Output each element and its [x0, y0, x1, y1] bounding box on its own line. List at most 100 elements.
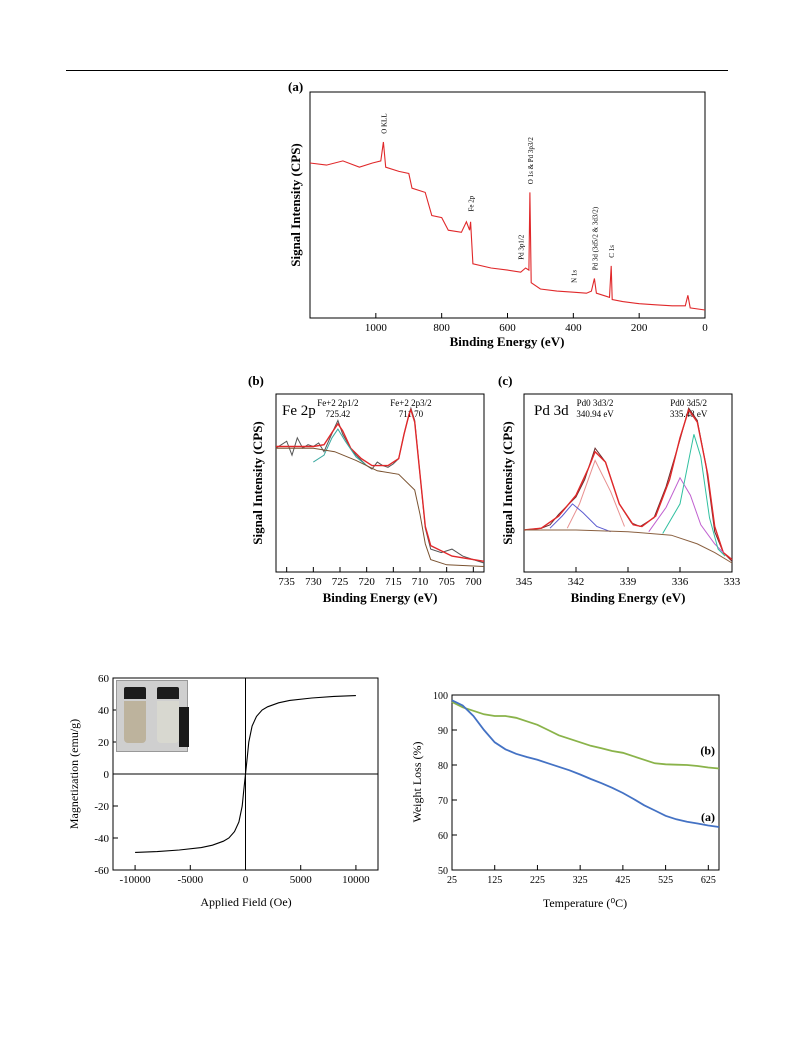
peak-value: 711.70 — [399, 409, 424, 419]
series-layer — [451, 699, 720, 828]
vials-photo — [116, 680, 189, 752]
fit-line — [276, 407, 485, 562]
y-tick-label: 50 — [438, 866, 448, 877]
y-tick-label: 80 — [438, 761, 448, 772]
panel-label-a: (a) — [288, 79, 303, 94]
x-tick-label: 800 — [433, 322, 450, 334]
series-layer — [275, 406, 485, 567]
x-tick-label: 10000 — [342, 874, 370, 886]
x-tick-label: 715 — [385, 576, 402, 588]
x-tick-label: 735 — [278, 576, 295, 588]
y-axis: 50 60 70 80 90 100 — [433, 691, 457, 877]
x-axis-label: Applied Field (Oe) — [200, 895, 291, 909]
y-tick-label: -60 — [94, 865, 109, 877]
plot-frame — [275, 393, 485, 573]
component-2-line — [549, 503, 611, 533]
plot-frame — [309, 91, 706, 319]
y-axis-label: Weight Loss (%) — [410, 741, 424, 822]
x-axis-label: Binding Energy (eV) — [571, 590, 686, 605]
y-axis: -60 -40 -20 0 20 40 60 — [94, 673, 118, 877]
component-line — [313, 428, 368, 466]
x-tick-label: 730 — [305, 576, 322, 588]
panel-label-c: (c) — [498, 373, 512, 388]
peak-annotation: Pd 3p1/2 — [517, 234, 525, 260]
hysteresis-line — [135, 695, 356, 853]
x-axis-label: Temperature (⁰C) — [543, 896, 627, 910]
x-tick-label: 525 — [658, 875, 673, 886]
header-rule — [66, 70, 728, 71]
y-tick-label: 100 — [433, 691, 448, 702]
y-axis-label: Signal Intensity (CPS) — [500, 421, 515, 545]
component-1-line — [566, 459, 625, 529]
y-tick-label: 0 — [104, 769, 110, 781]
y-tick-label: -20 — [94, 801, 109, 813]
peak-annotation: O 1s & Pd 3p3/2 — [527, 137, 535, 185]
x-tick-label: 400 — [565, 322, 582, 334]
background-line — [276, 447, 485, 567]
x-tick-label: 700 — [465, 576, 482, 588]
panel-label-b: (b) — [248, 373, 264, 388]
series-labels: (b) (a) — [700, 744, 715, 824]
x-axis-label: Binding Energy (eV) — [450, 334, 565, 349]
y-axis-label: Signal Intensity (CPS) — [288, 143, 303, 267]
peak-label: Pd0 3d3/2 — [577, 398, 614, 408]
x-tick-label: 0 — [702, 322, 708, 334]
fit-line — [523, 408, 733, 561]
x-tick-label: 339 — [620, 576, 637, 588]
x-tick-label: 125 — [487, 875, 502, 886]
annotations: O KLL Fe 2p Pd 3p1/2 O 1s & Pd 3p3/2 N 1s Pd … — [380, 113, 616, 283]
y-axis-label: Magnetization (emu/g) — [67, 719, 81, 829]
x-tick-label: 5000 — [290, 874, 313, 886]
component-3-line — [648, 476, 724, 553]
x-tick-label: -5000 — [177, 874, 203, 886]
peak-annotation: Fe 2p — [468, 195, 476, 211]
peak-annotation: Pd 3d (3d5/2 & 3d3/2) — [591, 206, 599, 270]
x-axis: 345 342 339 336 333 — [516, 567, 741, 588]
x-tick-label: 1000 — [365, 322, 388, 334]
peak-label: Pd0 3d5/2 — [670, 398, 707, 408]
y-tick-label: -40 — [94, 833, 109, 845]
peak-value: 340.94 eV — [576, 409, 614, 419]
component-4-line — [662, 434, 726, 557]
peak-value: 335.48 eV — [670, 409, 708, 419]
vial-separated — [155, 687, 181, 745]
raw-line — [523, 407, 733, 562]
tga-chart: 25 125 225 325 425 525 625 50 60 70 80 90 100 (b) (a… — [410, 691, 720, 910]
x-tick-label: 25 — [447, 875, 457, 886]
x-axis: -10000 -5000 0 5000 10000 — [119, 865, 370, 886]
peak-label: Fe+2 2p1/2 — [317, 398, 358, 408]
tga-line — [451, 699, 720, 828]
peak-annotation: O KLL — [380, 113, 388, 133]
series-layer — [135, 695, 356, 853]
x-tick-label: 225 — [530, 875, 545, 886]
x-tick-label: 705 — [438, 576, 455, 588]
inset-title: Fe 2p — [282, 403, 316, 419]
raw-line — [275, 406, 485, 564]
series-layer — [309, 141, 706, 311]
xps-survey-chart: (a) O KLL Fe 2p Pd 3p1/2 O 1s & Pd 3p3/2 N 1… — [288, 79, 708, 349]
y-tick-label: 40 — [98, 705, 110, 717]
x-tick-label: 710 — [412, 576, 429, 588]
x-tick-label: 345 — [516, 576, 533, 588]
y-axis-label: Signal Intensity (CPS) — [250, 421, 265, 545]
x-tick-label: 0 — [243, 874, 249, 886]
series-layer — [523, 407, 733, 564]
series-label: (a) — [701, 810, 715, 824]
x-tick-label: 342 — [568, 576, 585, 588]
y-tick-label: 60 — [98, 673, 110, 685]
y-tick-label: 70 — [438, 796, 448, 807]
peak-annotation: C 1s — [608, 245, 616, 258]
magnet — [179, 707, 189, 747]
x-tick-label: 333 — [724, 576, 741, 588]
x-tick-label: 325 — [573, 875, 588, 886]
x-tick-label: 720 — [358, 576, 375, 588]
x-tick-label: 625 — [701, 875, 716, 886]
background-line — [524, 529, 733, 564]
y-tick-label: 20 — [98, 737, 110, 749]
vial-dispersed — [122, 687, 148, 745]
x-tick-label: 200 — [631, 322, 648, 334]
x-tick-label: 336 — [672, 576, 689, 588]
